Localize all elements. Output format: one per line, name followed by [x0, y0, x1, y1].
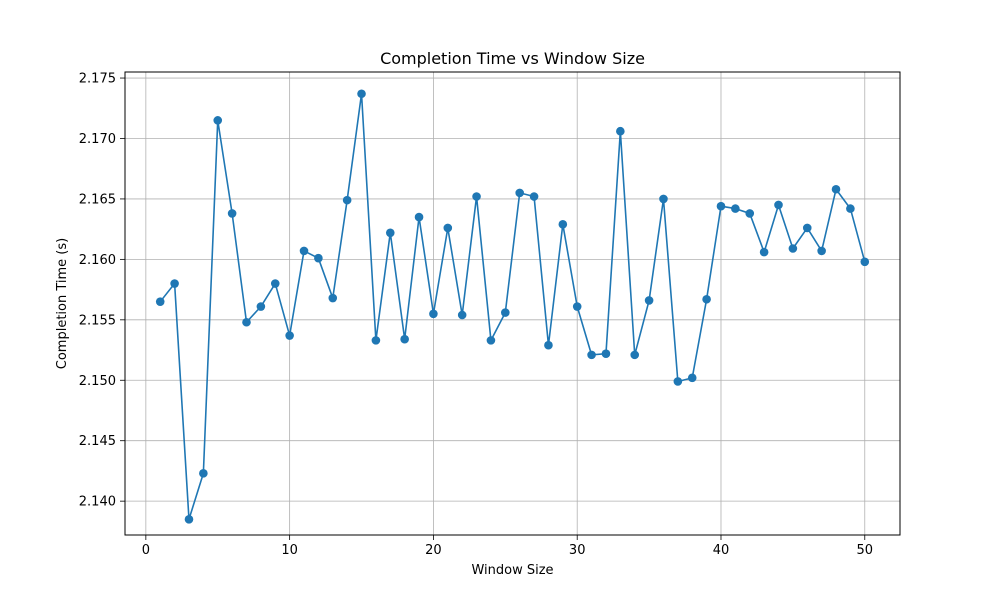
data-point: [285, 331, 294, 340]
data-point: [443, 223, 453, 233]
data-point: [213, 116, 223, 125]
data-point: [831, 184, 841, 194]
data-point: [184, 514, 194, 524]
data-point: [673, 377, 683, 386]
y-tick-label: 2.155: [79, 313, 116, 328]
x-tick-label: 10: [281, 543, 298, 558]
y-axis-label: Completion Time (s): [55, 238, 70, 369]
data-point: [429, 309, 438, 319]
data-point: [501, 308, 510, 317]
data-point: [788, 244, 798, 253]
y-tick-label: 2.175: [79, 72, 116, 87]
data-point: [572, 302, 582, 311]
x-axis-label: Window Size: [471, 563, 553, 578]
data-point: [414, 212, 424, 222]
data-point: [601, 349, 611, 358]
data-point: [199, 469, 208, 478]
data-point: [745, 209, 755, 218]
x-tick-label: 50: [856, 543, 873, 558]
data-point: [270, 279, 280, 288]
y-tick-label: 2.170: [79, 132, 116, 147]
data-point: [587, 350, 596, 360]
data-point: [256, 302, 266, 311]
chart-title: Completion Time vs Window Size: [380, 49, 645, 68]
data-point: [558, 220, 568, 229]
x-tick-label: 30: [569, 543, 586, 558]
data-point: [314, 253, 323, 263]
data-point: [242, 317, 251, 327]
data-point: [616, 126, 625, 136]
data-point: [860, 257, 870, 267]
data-point: [371, 336, 381, 345]
x-tick-label: 0: [142, 543, 150, 558]
data-point: [630, 350, 640, 360]
data-point: [774, 200, 783, 210]
data-point: [385, 228, 395, 238]
data-point: [644, 296, 654, 305]
y-tick-label: 2.150: [79, 374, 116, 389]
data-point: [170, 279, 179, 288]
y-tick-label: 2.140: [79, 495, 116, 510]
data-point: [357, 89, 366, 99]
data-point: [328, 293, 338, 303]
data-point: [515, 188, 524, 198]
x-tick-label: 40: [713, 543, 730, 558]
y-tick-label: 2.145: [79, 434, 116, 449]
data-point: [544, 340, 553, 350]
grid: [125, 72, 900, 535]
y-tick-label: 2.160: [79, 253, 116, 268]
data-point: [687, 373, 697, 383]
data-point: [342, 195, 352, 205]
data-point: [400, 334, 409, 344]
data-point: [716, 201, 726, 211]
data-point: [155, 297, 165, 306]
data-point: [472, 192, 481, 201]
data-point: [846, 204, 855, 213]
y-tick-label: 2.165: [79, 192, 116, 207]
data-point: [486, 336, 496, 345]
x-axis-ticks: 0 10 20 30 40 50: [142, 535, 873, 558]
data-point: [659, 194, 668, 204]
data-point: [227, 209, 237, 218]
data-point: [802, 223, 812, 233]
data-point: [731, 204, 740, 213]
data-point: [702, 294, 711, 304]
data-point: [299, 246, 309, 256]
plot-area-frame: [124, 71, 901, 536]
data-point: [817, 246, 826, 256]
y-axis-ticks: 2.140 2.145 2.150 2.155 2.160 2.165 2.170 2.175: [79, 72, 125, 510]
x-tick-label: 20: [425, 543, 442, 558]
data-point: [759, 247, 769, 257]
series-layer: [155, 89, 870, 524]
data-point: [457, 310, 467, 320]
data-point: [529, 192, 539, 201]
